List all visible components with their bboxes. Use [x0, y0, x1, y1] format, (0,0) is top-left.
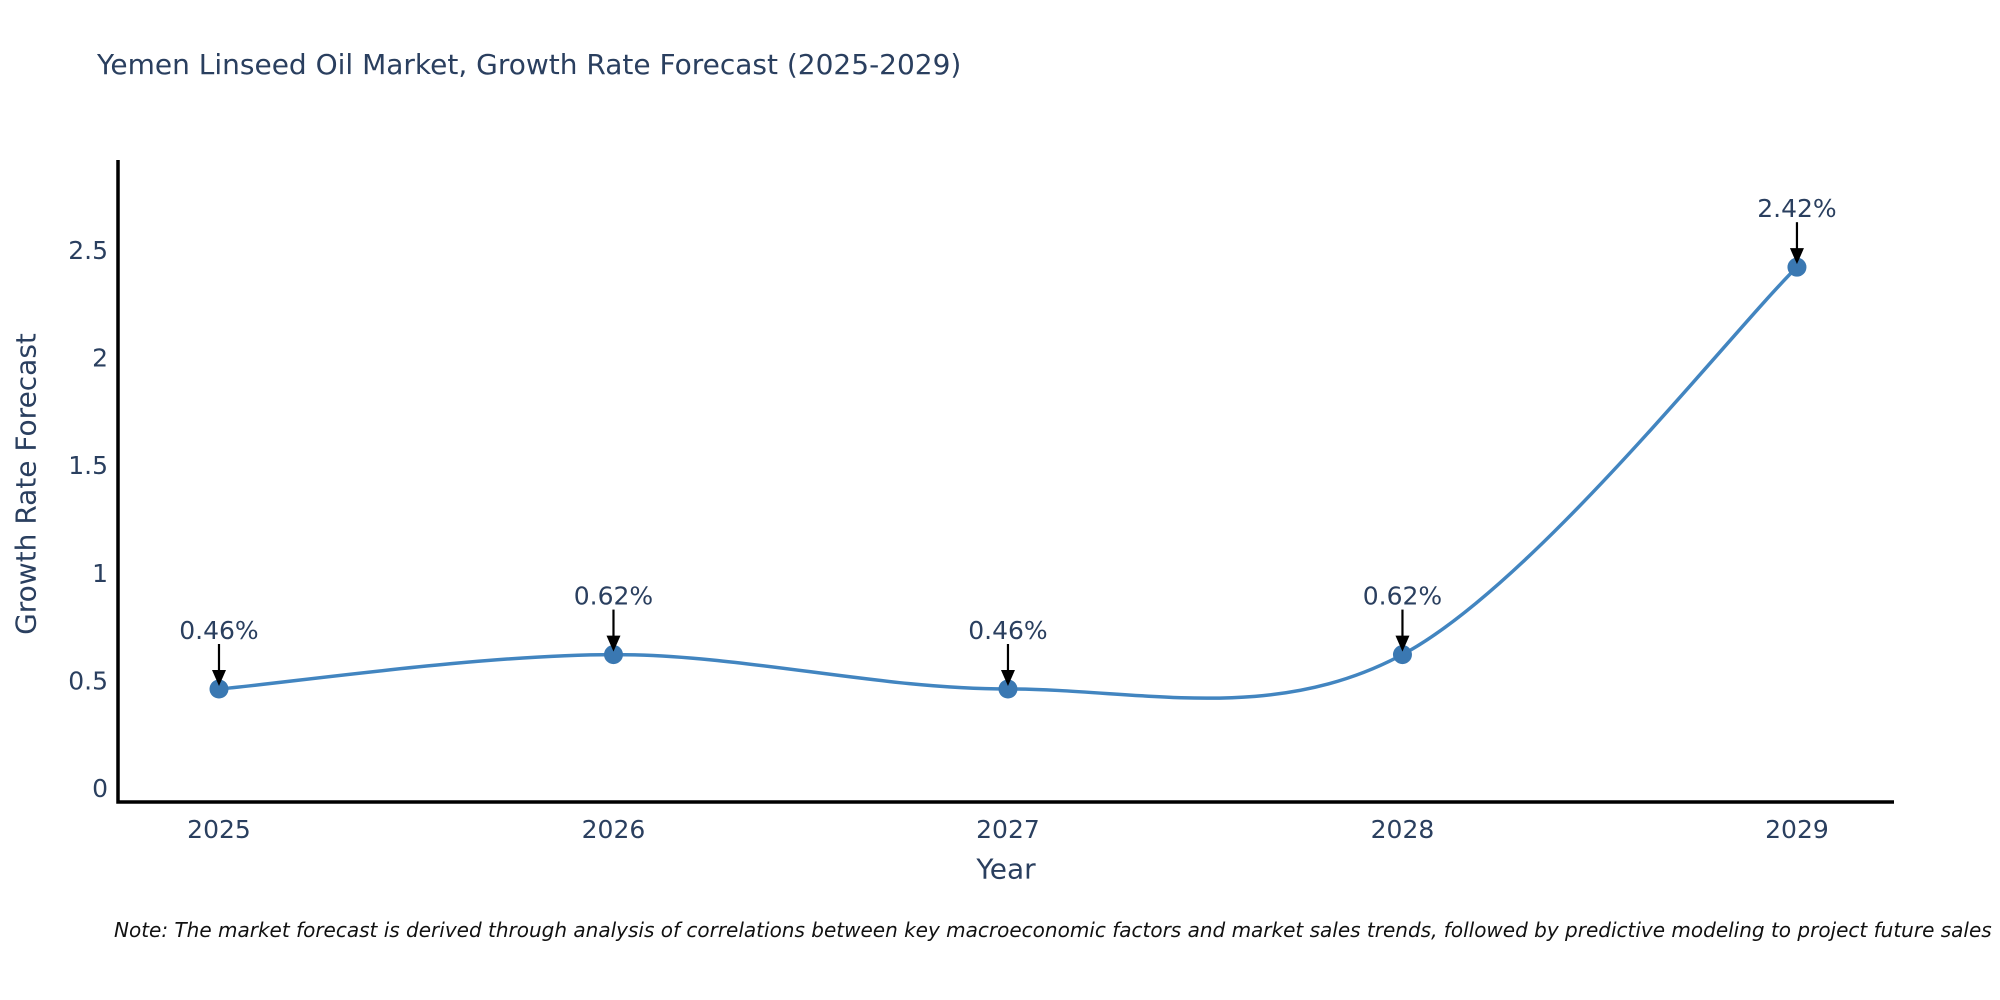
point-label: 0.46% — [179, 616, 258, 645]
y-tick-label: 0.5 — [68, 666, 108, 695]
y-tick-label: 2 — [92, 344, 108, 373]
point-label: 0.46% — [968, 616, 1047, 645]
x-tick-label: 2025 — [187, 815, 251, 844]
y-tick-label: 1 — [92, 559, 108, 588]
x-tick-label: 2027 — [976, 815, 1040, 844]
annotation-arrowhead — [606, 635, 621, 652]
x-tick-label: 2028 — [1371, 815, 1435, 844]
axis-lines — [116, 160, 1894, 804]
y-tick-label: 2.5 — [68, 236, 108, 265]
data-point — [1392, 645, 1412, 665]
chart-title: Yemen Linseed Oil Market, Growth Rate Fo… — [97, 48, 962, 81]
point-label: 0.62% — [574, 582, 653, 611]
annotation-arrowhead — [1000, 670, 1015, 687]
annotation-arrowhead — [211, 670, 226, 687]
data-point — [603, 645, 623, 665]
point-label: 0.62% — [1363, 582, 1442, 611]
annotation-arrowhead — [1395, 635, 1410, 652]
point-label: 2.42% — [1757, 194, 1836, 223]
footnote: Note: The market forecast is derived thr… — [114, 918, 1992, 942]
x-tick-label: 2029 — [1765, 815, 1829, 844]
x-axis-title: Year — [976, 852, 1036, 886]
y-tick-label: 1.5 — [68, 451, 108, 480]
annotation-arrowhead — [1789, 248, 1804, 265]
x-tick-label: 2026 — [582, 815, 646, 844]
data-point — [998, 679, 1018, 699]
trend-line — [217, 265, 1799, 700]
y-tick-label: 0 — [92, 774, 108, 803]
data-point — [209, 679, 229, 699]
data-point — [1787, 257, 1807, 277]
